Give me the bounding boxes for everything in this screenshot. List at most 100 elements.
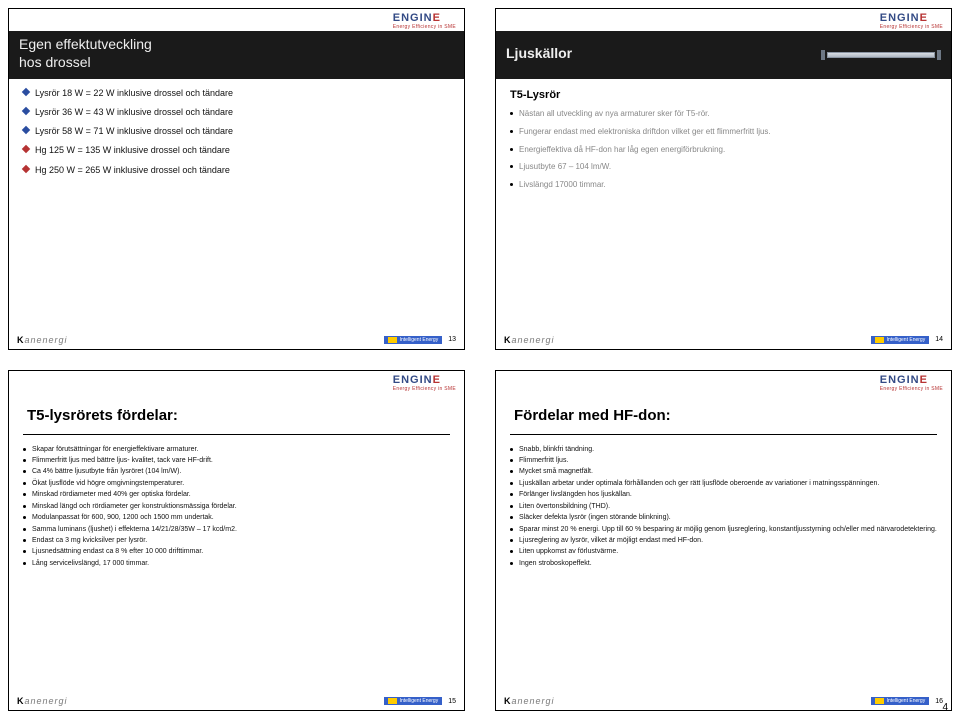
bullet-icon xyxy=(23,562,26,565)
subhead: T5-Lysrör xyxy=(510,89,937,101)
bullet-icon xyxy=(23,470,26,473)
bullet-text: Energieffektiva då HF-don har låg egen e… xyxy=(519,145,937,156)
bullet-icon xyxy=(510,130,513,133)
bullet-text: Minskad rördiameter med 40% ger optiska … xyxy=(32,490,450,499)
slide-body: Fördelar med HF-don: Snabb, blinkfri tän… xyxy=(496,393,951,695)
ie-badge: Intelligent Energy xyxy=(871,697,930,705)
bullet-text: Nästan all utveckling av nya armaturer s… xyxy=(519,109,937,120)
kan-logo: Kanenergi xyxy=(17,335,68,345)
bullet-icon xyxy=(510,550,513,553)
bullet-icon xyxy=(22,164,30,172)
brand-subtitle: Energy Efficiency in SME xyxy=(393,386,456,392)
brand-subtitle: Energy Efficiency in SME xyxy=(880,386,943,392)
bullet-icon xyxy=(23,448,26,451)
brand-subtitle: Energy Efficiency in SME xyxy=(880,24,943,30)
brand-name: ENGINE xyxy=(393,374,456,386)
slide-number: 15 xyxy=(448,698,456,705)
bullet-icon xyxy=(23,550,26,553)
bullet-text: Förlänger livslängden hos ljuskällan. xyxy=(519,490,937,499)
brand-subtitle: Energy Efficiency in SME xyxy=(393,24,456,30)
bullet-icon xyxy=(510,183,513,186)
bullet-icon xyxy=(23,459,26,462)
bullet-text: Ingen stroboskopeffekt. xyxy=(519,559,937,568)
bullet-text: Fungerar endast med elektroniska driftdo… xyxy=(519,127,937,138)
bullet-text: Ljusreglering av lysrör, vilket är möjli… xyxy=(519,536,937,545)
slide-13: ENGINE Energy Efficiency in SME Egen eff… xyxy=(8,8,465,350)
bullet-icon xyxy=(22,107,30,115)
brand-name: ENGINE xyxy=(880,374,943,386)
bullet-text: Liten uppkomst av förlustvärme. xyxy=(519,547,937,556)
brand-block: ENGINE Energy Efficiency in SME xyxy=(9,371,464,393)
brand-block: ENGINE Energy Efficiency in SME xyxy=(496,371,951,393)
bullet-text: Lysrör 18 W = 22 W inklusive drossel och… xyxy=(35,87,450,99)
bullet-text: Minskad längd och rördiameter ger konstr… xyxy=(32,502,450,511)
slide-15: ENGINE Energy Efficiency in SME T5-lysrö… xyxy=(8,370,465,712)
bullet-text: Sparar minst 20 % energi. Upp till 60 % … xyxy=(519,525,937,534)
bullet-icon xyxy=(510,112,513,115)
slide-number: 14 xyxy=(935,336,943,343)
slide-number: 13 xyxy=(448,336,456,343)
brand-name: ENGINE xyxy=(393,12,456,24)
slide-header: Ljuskällor xyxy=(496,31,951,79)
bullet-text: Ökat ljusflöde vid högre omgivningstempe… xyxy=(32,479,450,488)
bullet-text: Lysrör 58 W = 71 W inklusive drossel och… xyxy=(35,125,450,137)
bullet-text: Snabb, blinkfri tändning. xyxy=(519,445,937,454)
kan-logo: Kanenergi xyxy=(17,696,68,706)
bullet-text: Lysrör 36 W = 43 W inklusive drossel och… xyxy=(35,106,450,118)
fixture-icon xyxy=(821,44,941,66)
bullet-icon xyxy=(510,448,513,451)
title-underline xyxy=(510,434,937,435)
bullet-text: Ca 4% bättre ljusutbyte från lysröret (1… xyxy=(32,467,450,476)
bullet-text: Endast ca 3 mg kvicksilver per lysrör. xyxy=(32,536,450,545)
slide-14: ENGINE Energy Efficiency in SME Ljuskäll… xyxy=(495,8,952,350)
bullet-text: Ljusutbyte 67 – 104 lm/W. xyxy=(519,162,937,173)
bullet-text: Liten övertonsbildning (THD). xyxy=(519,502,937,511)
bullet-text: Ljusnedsättning endast ca 8 % efter 10 0… xyxy=(32,547,450,556)
bullet-icon xyxy=(22,88,30,96)
bullet-icon xyxy=(510,165,513,168)
bullet-text: Släcker defekta lysrör (ingen störande b… xyxy=(519,513,937,522)
ie-badge: Intelligent Energy xyxy=(871,336,930,344)
bullet-text: Mycket små magnetfält. xyxy=(519,467,937,476)
bullet-icon xyxy=(23,539,26,542)
bullet-text: Flimmerfritt ljus. xyxy=(519,456,937,465)
slide-title-line2: hos drossel xyxy=(19,54,454,72)
slide-footer: Kanenergi Intelligent Energy 16 xyxy=(496,694,951,710)
bullet-icon xyxy=(510,148,513,151)
slide-title: T5-lysrörets fördelar: xyxy=(23,407,450,434)
bullet-text: Flimmerfritt ljus med bättre ljus- kvali… xyxy=(32,456,450,465)
ie-badge: Intelligent Energy xyxy=(384,336,443,344)
brand-name: ENGINE xyxy=(880,12,943,24)
slide-grid: ENGINE Energy Efficiency in SME Egen eff… xyxy=(8,8,952,711)
title-underline xyxy=(23,434,450,435)
bullet-icon xyxy=(23,482,26,485)
kan-logo: Kanenergi xyxy=(504,335,555,345)
bullet-icon xyxy=(510,528,513,531)
brand-block: ENGINE Energy Efficiency in SME xyxy=(496,9,951,31)
brand-block: ENGINE Energy Efficiency in SME xyxy=(9,9,464,31)
slide-title-line1: Egen effektutveckling xyxy=(19,36,454,54)
bullet-icon xyxy=(23,505,26,508)
slide-title: Fördelar med HF-don: xyxy=(510,407,937,434)
bullet-icon xyxy=(510,493,513,496)
slide-body: T5-Lysrör Nästan all utveckling av nya a… xyxy=(496,79,951,333)
bullet-text: Hg 250 W = 265 W inklusive drossel och t… xyxy=(35,164,450,176)
bullet-icon xyxy=(23,516,26,519)
slide-body: T5-lysrörets fördelar: Skapar förutsättn… xyxy=(9,393,464,695)
bullet-text: Lång servicelivslängd, 17 000 timmar. xyxy=(32,559,450,568)
bullet-icon xyxy=(510,505,513,508)
slide-header: Egen effektutveckling hos drossel xyxy=(9,31,464,79)
bullet-text: Livslängd 17000 timmar. xyxy=(519,180,937,191)
page-number: 4 xyxy=(942,702,948,713)
bullet-icon xyxy=(22,126,30,134)
bullet-text: Modulanpassat för 600, 900, 1200 och 150… xyxy=(32,513,450,522)
bullet-text: Samma luminans (ljushet) i effekterna 14… xyxy=(32,525,450,534)
kan-logo: Kanenergi xyxy=(504,696,555,706)
ie-badge: Intelligent Energy xyxy=(384,697,443,705)
bullet-icon xyxy=(22,145,30,153)
slide-body: Lysrör 18 W = 22 W inklusive drossel och… xyxy=(9,79,464,333)
bullet-icon xyxy=(510,539,513,542)
slide-footer: Kanenergi Intelligent Energy 14 xyxy=(496,333,951,349)
bullet-icon xyxy=(510,470,513,473)
bullet-icon xyxy=(23,493,26,496)
